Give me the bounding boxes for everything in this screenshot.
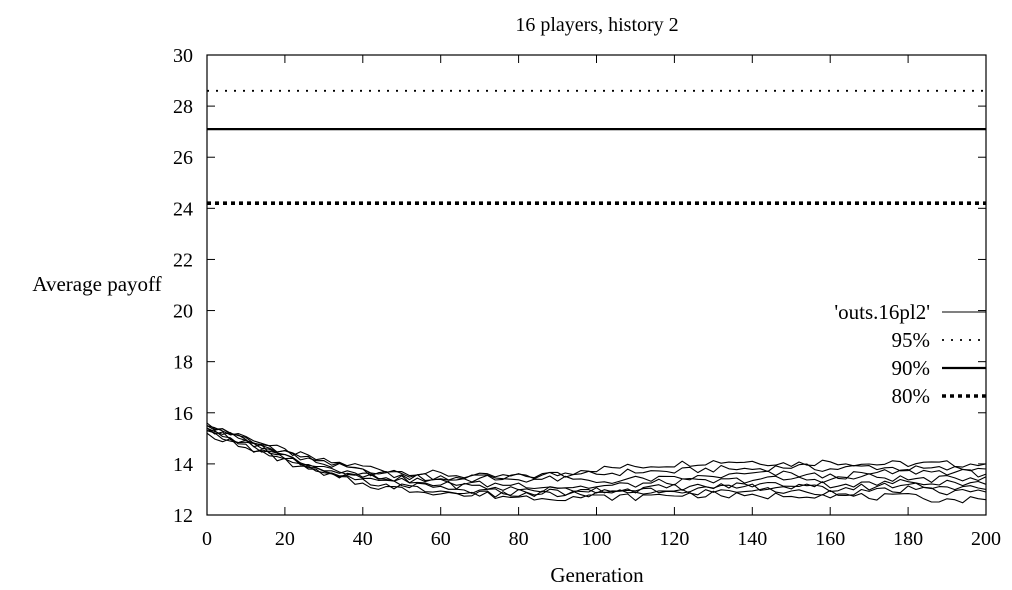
plot-frame	[206, 54, 987, 516]
x-tick-label: 200	[971, 528, 1001, 550]
legend-label: 90%	[892, 356, 931, 380]
y-tick-label: 30	[173, 45, 193, 67]
series-layer	[206, 89, 987, 504]
x-tick-label: 40	[353, 528, 373, 550]
y-tick-label: 20	[173, 301, 193, 323]
x-axis-title: Generation	[550, 563, 644, 587]
legend-label: 95%	[892, 328, 931, 352]
y-tick-label: 28	[173, 96, 193, 118]
x-tick-label: 120	[659, 528, 689, 550]
y-tick-label: 22	[173, 249, 193, 271]
x-tick-label: 100	[582, 528, 612, 550]
series-run-line	[206, 430, 987, 504]
y-tick-label: 24	[173, 198, 193, 220]
chart-title: 16 players, history 2	[515, 14, 678, 36]
series-run-line	[206, 425, 987, 483]
legend: 'outs.16pl2' 95% 90% 80%	[834, 300, 986, 408]
x-tick-label: 20	[275, 528, 295, 550]
y-tick-label: 12	[173, 505, 193, 527]
y-tick-label: 14	[173, 454, 193, 476]
x-tick-label: 60	[431, 528, 451, 550]
series-run-line	[206, 430, 987, 494]
x-tick-label: 80	[509, 528, 529, 550]
x-tick-label: 160	[815, 528, 845, 550]
series-run-line	[206, 432, 987, 498]
legend-label: 'outs.16pl2'	[834, 300, 930, 324]
x-tick-label: 140	[737, 528, 767, 550]
axis-ticks: 0 20 40 60 80 100 120 140 160 180 200 12 14 16 18 20 22 2…	[173, 45, 1001, 550]
legend-label: 80%	[892, 384, 931, 408]
y-tick-label: 26	[173, 147, 193, 169]
series-run-line	[206, 427, 987, 496]
series-run-line	[206, 427, 987, 484]
series-run-line	[206, 422, 987, 479]
series-run-line	[206, 425, 987, 490]
y-tick-label: 16	[173, 403, 193, 425]
x-tick-label: 0	[202, 528, 212, 550]
y-tick-label: 18	[173, 352, 193, 374]
y-axis-title: Average payoff	[32, 272, 161, 296]
x-tick-label: 180	[893, 528, 923, 550]
